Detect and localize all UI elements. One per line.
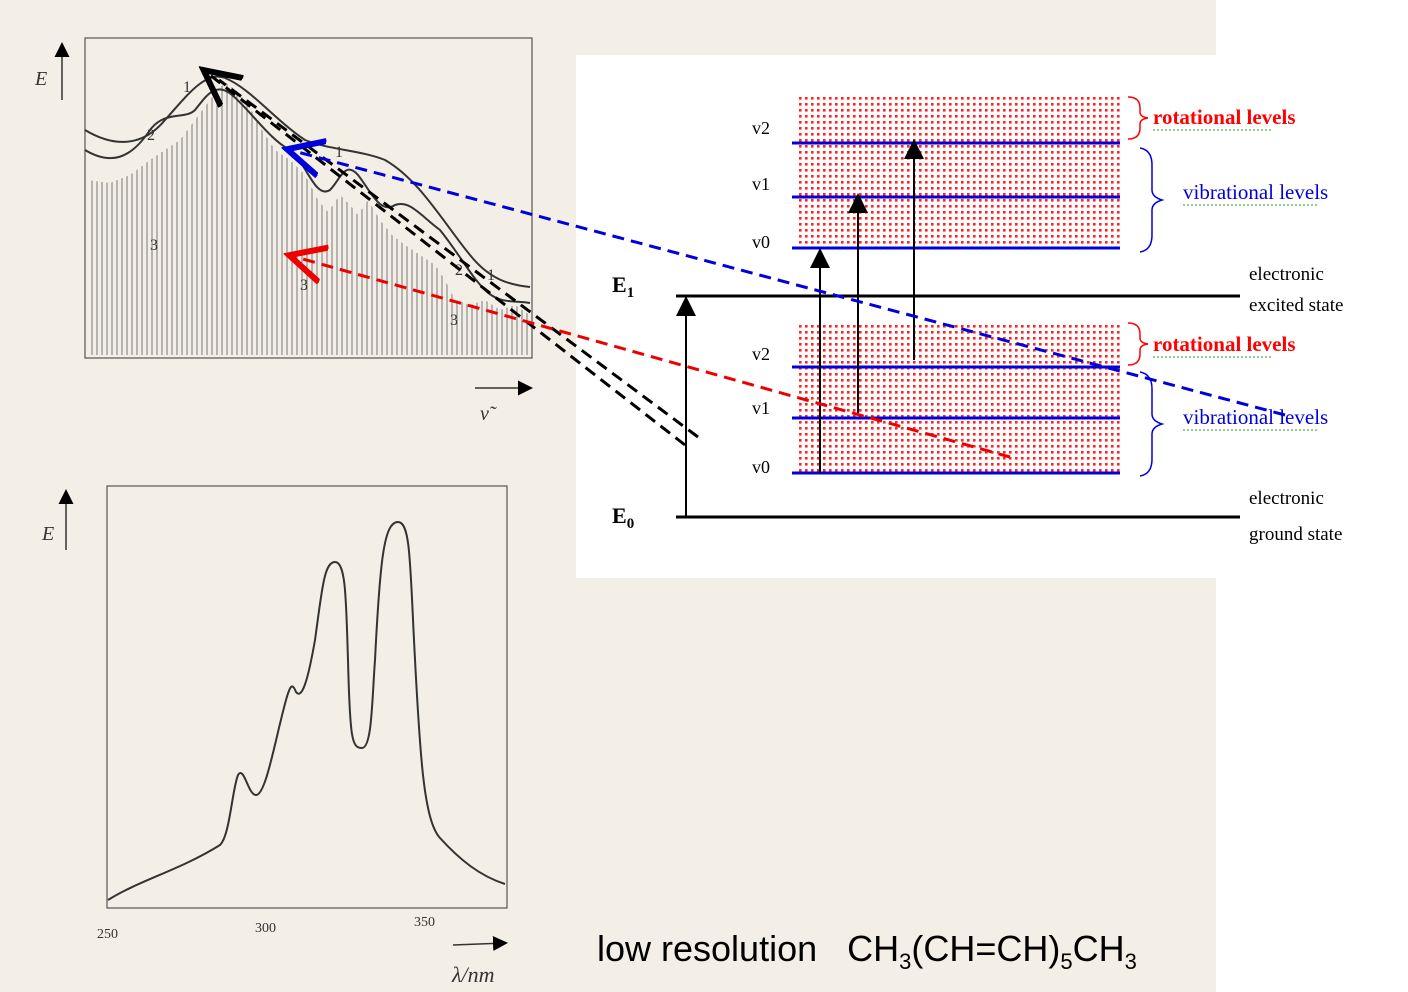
x-tick-350: 350 [414,915,435,930]
ground-v2-label: v2 [752,344,770,364]
vibrational-brace-excited [1139,147,1165,253]
resolution-label: low resolution [597,928,818,969]
curve-label-3c: 3 [450,312,458,329]
bottom-spectrum-frame [106,485,508,909]
rotational-dots-excited [796,96,1122,248]
rotational-dots-ground [796,322,1122,474]
x-tick-300: 300 [255,921,276,936]
rotational-levels-label-excited: rotational levels [1153,105,1296,129]
vibrational-brace-ground [1139,371,1165,477]
ground-v0-label: v0 [752,457,770,477]
curve-label-3a: 3 [150,237,158,254]
bottom-spectrum: E 250 300 350 λ/nm [41,485,508,987]
curve-label-1c: 1 [487,267,495,284]
caption-text: low resolution CH3(CH=CH)5CH3 [597,928,1137,975]
black-dashed-arrow-outer [206,72,686,447]
top-y-axis-label: E [34,68,47,90]
hatched-band-spectrum [88,82,530,355]
rotational-brace-ground [1127,322,1149,366]
top-spectrum: 1 1 1 2 2 3 3 3 E ν̃ [34,37,533,425]
energy-level-diagram: E1 E0 v2 v1 v0 v2 v1 v0 rotational level… [576,55,1408,578]
rotational-brace-excited [1127,96,1149,140]
vibrational-levels-label-excited: vibrational levels [1183,180,1328,204]
correlation-arrows [206,72,1286,459]
curve-label-1a: 1 [183,79,191,96]
vibrational-levels-label-ground: vibrational levels [1183,405,1328,429]
excited-state-label-line2: excited state [1249,295,1343,316]
curve-label-1b: 1 [335,144,343,161]
ground-v1-label: v1 [752,398,770,418]
ground-state-label-line1: electronic [1249,488,1324,509]
excited-state-label-line1: electronic [1249,264,1324,285]
excited-v0-label: v0 [752,232,770,252]
blue-dashed-arrow [290,150,1286,417]
x-tick-250: 250 [97,927,118,942]
curve-label-3b: 3 [300,277,308,294]
curve-label-2a: 2 [147,127,155,144]
red-dashed-arrow [292,256,1011,459]
top-x-axis-label: ν̃ [480,403,497,425]
top-spectrum-frame [84,37,533,359]
bottom-x-axis-label: λ/nm [451,962,495,987]
excited-v1-label: v1 [752,174,770,194]
bottom-y-axis-label: E [41,523,54,545]
ground-state-label-line2: ground state [1249,524,1342,545]
excited-state-symbol: E1 [612,272,634,301]
molecule-formula: CH3(CH=CH)5CH3 [847,928,1137,975]
rotational-levels-label-ground: rotational levels [1153,332,1296,356]
absorption-curve [107,520,506,901]
spectrum-curve-2 [84,88,531,304]
excited-v2-label: v2 [752,118,770,138]
ground-state-symbol: E0 [612,503,634,532]
